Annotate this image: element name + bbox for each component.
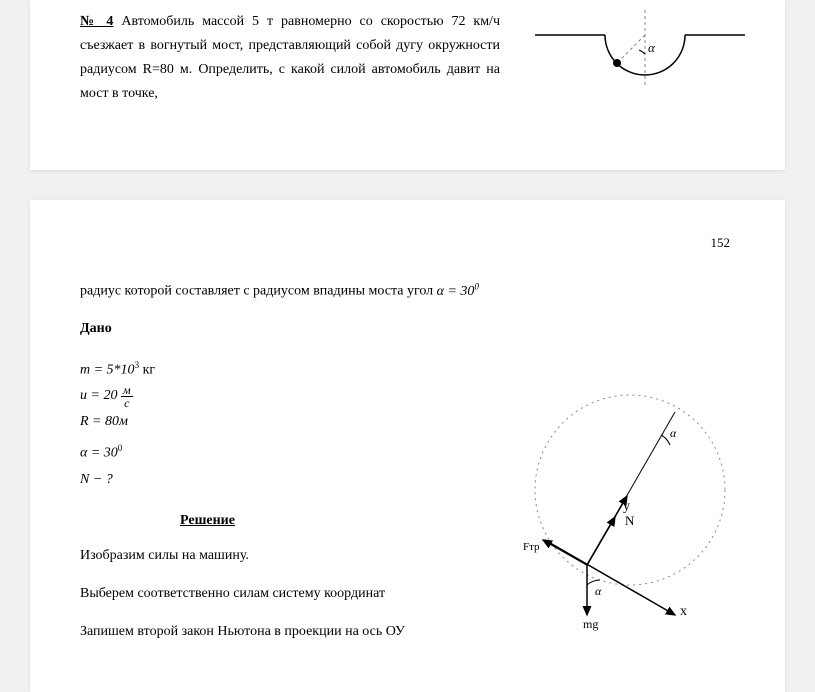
axis-y-label: y (623, 499, 630, 514)
problem-text-top: Автомобиль массой 5 т равномерно со скор… (80, 14, 500, 101)
problem-continuation: радиус которой составляет с радиусом впа… (80, 275, 735, 303)
given-label: Дано (80, 321, 735, 337)
force-diagram: y x N mg Fтр α α (475, 390, 735, 655)
page-number: 152 (711, 235, 731, 251)
solution-line-2: Выберем соответственно силам систему коо… (80, 583, 450, 605)
angle-alpha-top: α (670, 426, 677, 440)
problem-statement: № 4 Автомобиль массой 5 т равномерно со … (80, 10, 500, 106)
alpha-label-bridge: α (648, 40, 656, 55)
force-mg-label: mg (583, 617, 598, 631)
axis-x-label: x (680, 604, 687, 619)
force-friction-label: Fтр (523, 541, 540, 553)
problem-number: № 4 (80, 14, 113, 29)
alpha-expr: α = 300 (437, 284, 479, 299)
force-n-label: N (625, 513, 635, 528)
solution-line-1: Изобразим силы на машину. (80, 545, 450, 567)
angle-alpha-bottom: α (595, 584, 602, 598)
given-mass: m = 5*103 кг (80, 352, 735, 384)
bridge-diagram: α (535, 10, 745, 95)
